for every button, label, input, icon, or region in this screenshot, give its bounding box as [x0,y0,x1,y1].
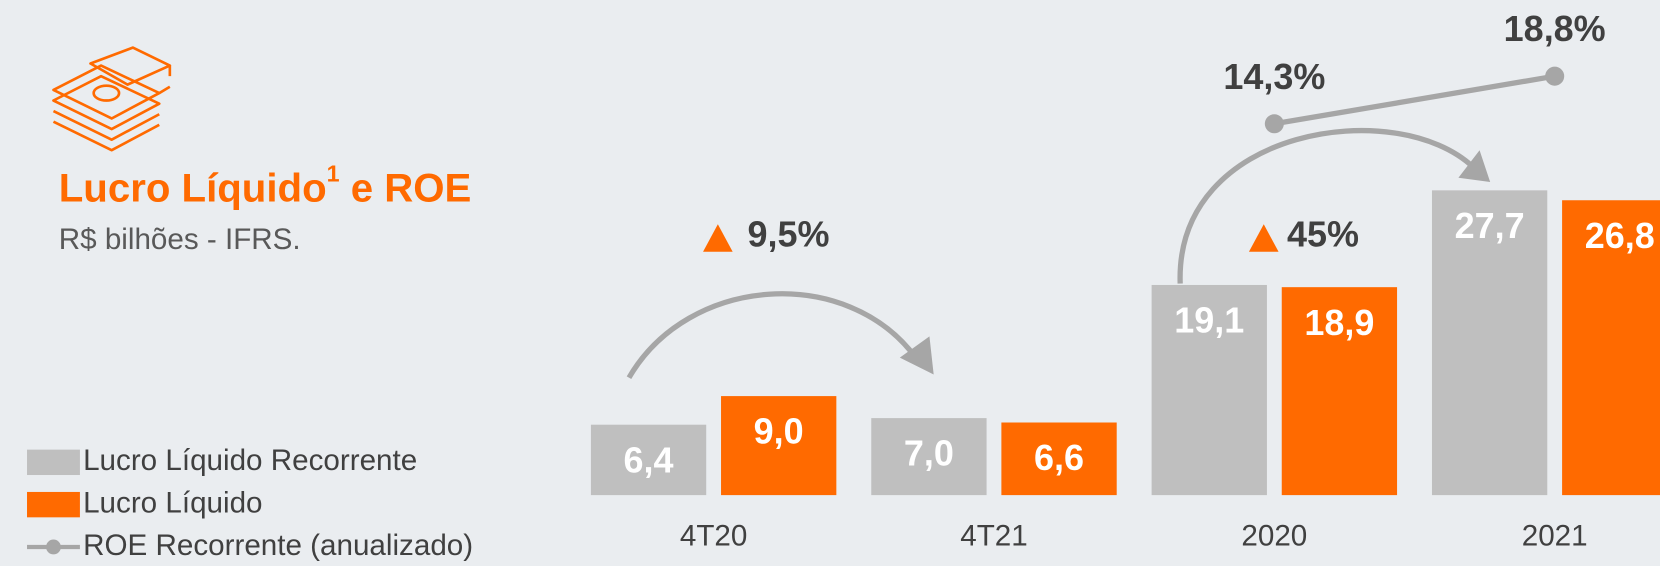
x-tick-label: 2020 [1241,519,1307,552]
bar [871,418,987,496]
growth-label: 9,5% [747,213,829,254]
roe-label: 14,3% [1223,56,1325,97]
roe-point [1545,66,1565,86]
value-label: 19,1 [1174,300,1244,341]
legend-marker [46,539,61,555]
title-suffix: e ROE [340,165,472,210]
bar [1281,287,1398,496]
up-triangle [703,224,733,252]
subtitle: R$ bilhões - IFRS. [59,223,301,256]
bar [1001,422,1117,496]
x-tick-label: 4T21 [960,519,1027,552]
bar [590,424,707,496]
up-triangle [1248,224,1279,252]
legend-label: Lucro Líquido Recorrente [83,444,417,477]
x-tick-label: 2021 [1522,519,1588,552]
value-label: 27,7 [1455,205,1525,246]
roe-point [1264,114,1284,134]
legend-swatch [27,449,80,476]
bar [1151,284,1267,496]
arrow-head [899,336,934,375]
value-label: 7,0 [904,433,954,474]
bar [1431,190,1548,496]
money-icon [52,46,172,152]
roe-line [1273,73,1556,127]
arrow-head [1458,150,1491,182]
roe-label: 18,8% [1504,8,1606,49]
legend-label: Lucro Líquido [83,486,262,519]
legend-swatch [27,491,80,518]
growth-arrows [626,127,1476,380]
x-tick-label: 4T20 [680,519,748,552]
chart-title: Lucro Líquido1 e ROE [59,161,472,210]
title-text: Lucro Líquido [59,165,327,210]
bar [1562,200,1660,496]
value-label: 18,9 [1304,302,1374,343]
growth-label: 45% [1287,213,1359,254]
bar [721,396,837,496]
legend-label: ROE Recorrente (anualizado) [83,529,473,562]
value-label: 26,8 [1585,215,1655,256]
title-footnote: 1 [327,161,340,187]
value-label: 6,4 [624,439,674,480]
value-label: 9,0 [754,411,804,452]
value-label: 6,6 [1034,437,1084,478]
